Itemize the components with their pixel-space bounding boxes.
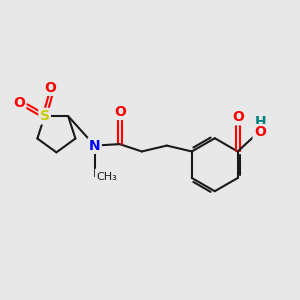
Text: CH₃: CH₃ xyxy=(96,172,117,182)
Text: O: O xyxy=(114,105,126,119)
Text: O: O xyxy=(254,125,266,139)
Text: |: | xyxy=(93,169,96,178)
Text: O: O xyxy=(45,81,56,94)
Text: O: O xyxy=(13,97,25,110)
Text: O: O xyxy=(232,110,244,124)
Text: N: N xyxy=(89,139,100,153)
Text: H: H xyxy=(255,115,266,129)
Text: S: S xyxy=(40,109,50,123)
